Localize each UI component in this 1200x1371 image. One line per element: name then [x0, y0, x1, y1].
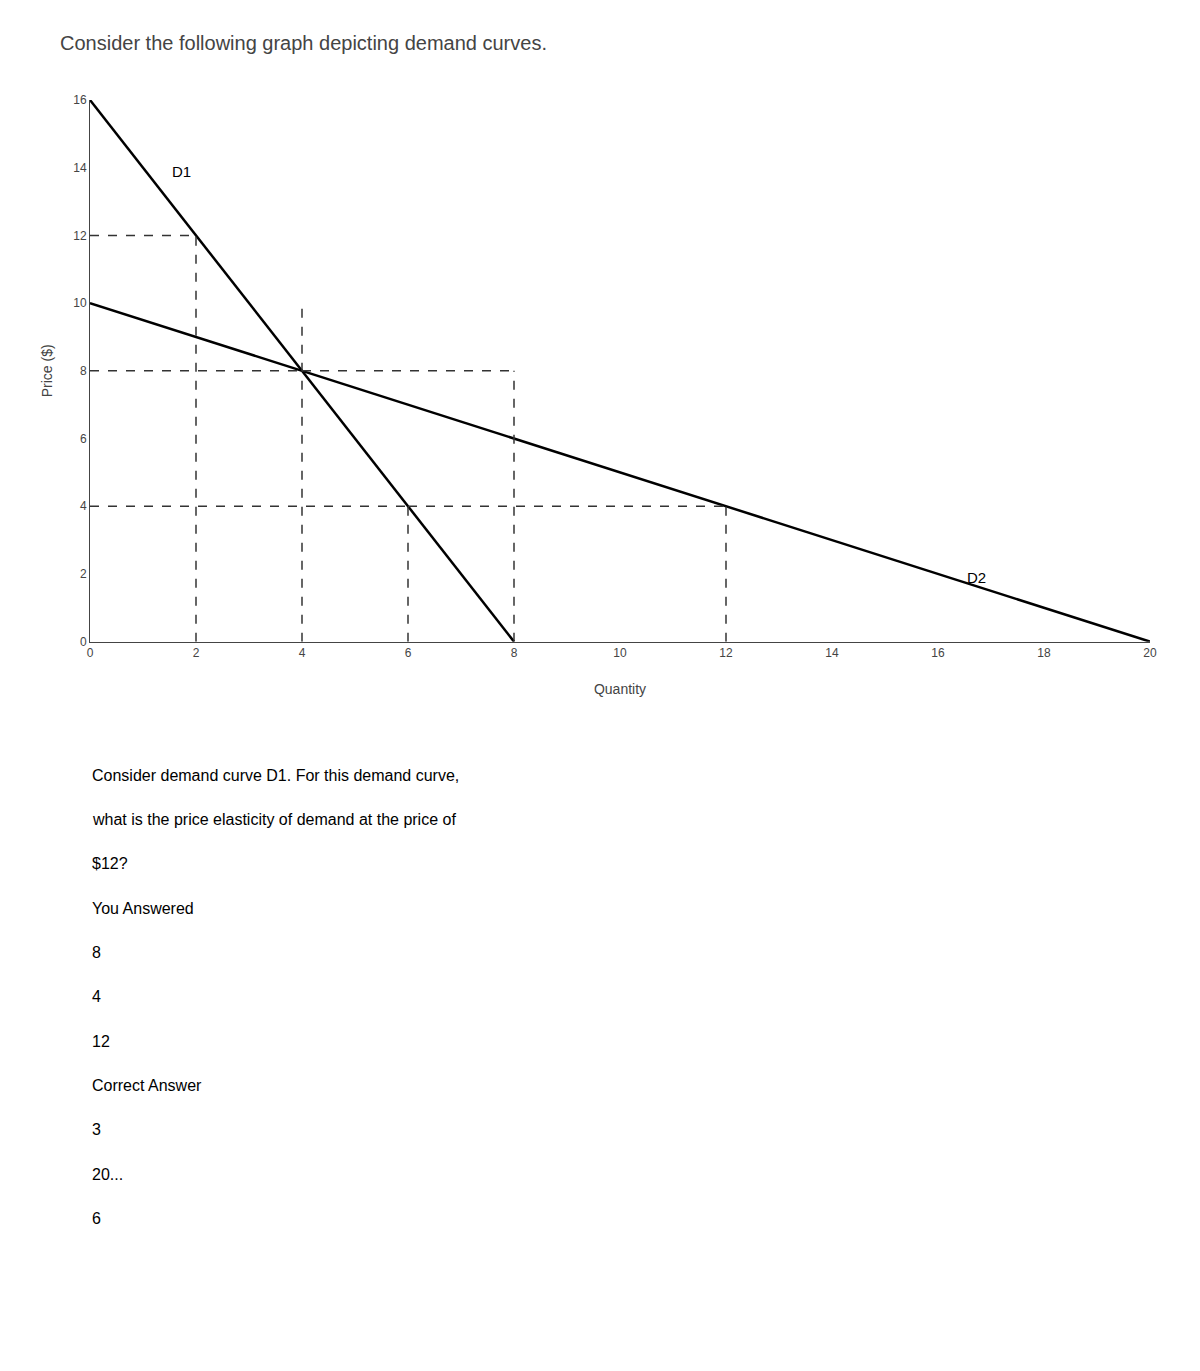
svg-text:D1: D1 [172, 163, 191, 180]
svg-text:what is the price elasticity o: what is the price elasticity of demand a… [92, 811, 456, 828]
svg-text:3: 3 [92, 1121, 101, 1138]
svg-text:8: 8 [80, 364, 87, 378]
svg-text:16: 16 [73, 93, 87, 107]
svg-text:6: 6 [92, 1210, 101, 1227]
svg-text:12: 12 [92, 1033, 110, 1050]
svg-text:20...: 20... [92, 1166, 123, 1183]
svg-text:6: 6 [405, 646, 412, 660]
svg-text:10: 10 [613, 646, 627, 660]
svg-text:8: 8 [92, 944, 101, 961]
svg-text:Consider demand curve D1. For: Consider demand curve D1. For this deman… [92, 767, 459, 784]
svg-text:Correct Answer: Correct Answer [92, 1077, 202, 1094]
svg-text:Consider the following graph d: Consider the following graph depicting d… [60, 32, 547, 54]
svg-text:20: 20 [1143, 646, 1157, 660]
svg-text:14: 14 [825, 646, 839, 660]
svg-text:2: 2 [193, 646, 200, 660]
svg-text:$12?: $12? [92, 855, 128, 872]
svg-text:14: 14 [73, 161, 87, 175]
svg-text:4: 4 [80, 499, 87, 513]
svg-text:4: 4 [299, 646, 306, 660]
svg-text:16: 16 [931, 646, 945, 660]
svg-text:2: 2 [80, 567, 87, 581]
svg-text:Quantity: Quantity [594, 681, 646, 697]
svg-text:12: 12 [73, 229, 87, 243]
svg-text:6: 6 [80, 432, 87, 446]
svg-text:8: 8 [511, 646, 518, 660]
svg-text:0: 0 [80, 635, 87, 649]
svg-text:You Answered: You Answered [92, 900, 194, 917]
svg-text:4: 4 [92, 988, 101, 1005]
svg-text:12: 12 [719, 646, 733, 660]
svg-text:10: 10 [73, 296, 87, 310]
svg-text:0: 0 [87, 646, 94, 660]
svg-text:D2: D2 [967, 569, 986, 586]
svg-text:18: 18 [1037, 646, 1051, 660]
svg-text:Price ($): Price ($) [39, 344, 55, 397]
